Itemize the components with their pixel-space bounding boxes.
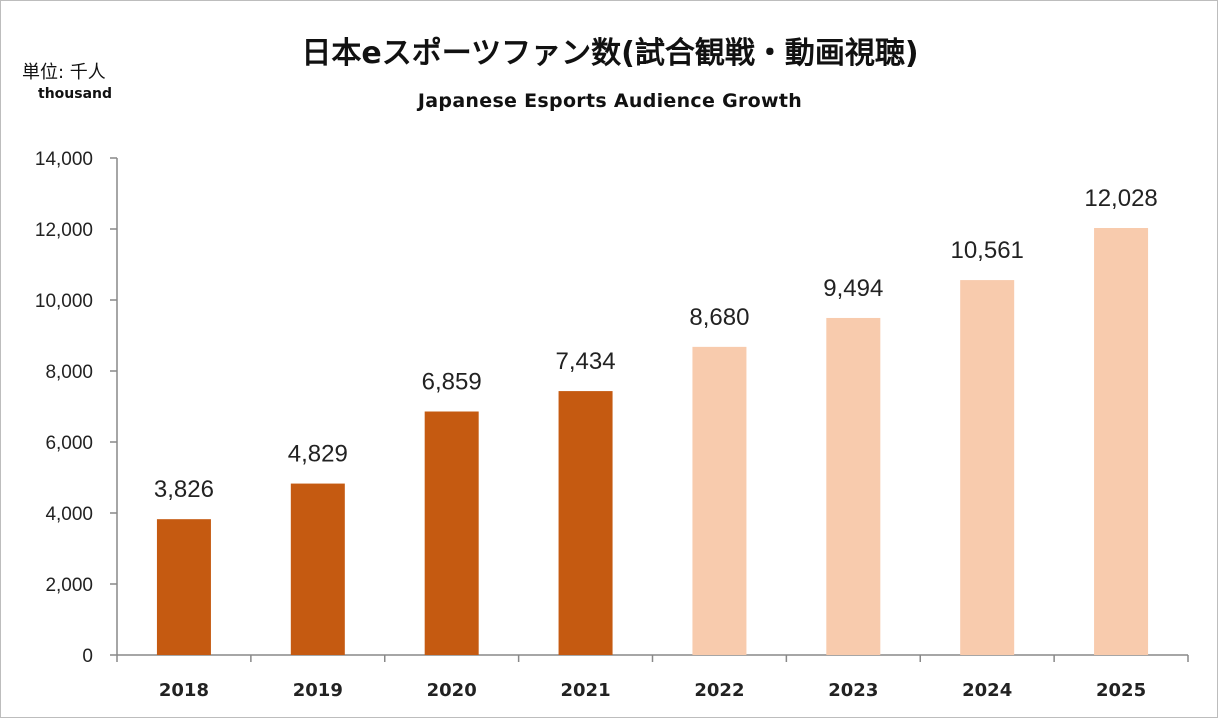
x-tick-label: 2019	[293, 680, 343, 701]
bar-2020	[424, 411, 479, 655]
x-tick-label: 2022	[694, 680, 744, 701]
y-tick-label: 14,000	[35, 149, 93, 170]
data-label-2022: 8,680	[689, 304, 749, 331]
chart-title: 日本eスポーツファン数(試合観戦・動画視聴)	[301, 36, 919, 71]
y-tick-label: 8,000	[45, 362, 93, 383]
bar-2024	[960, 280, 1015, 655]
data-label-2023: 9,494	[823, 275, 883, 302]
x-tick-label: 2020	[427, 680, 477, 701]
bar-2021	[558, 391, 613, 655]
bar-2019	[290, 483, 345, 655]
data-label-2018: 3,826	[154, 476, 214, 503]
bar-2023	[826, 317, 881, 655]
x-tick-label: 2024	[962, 680, 1012, 701]
data-label-2024: 10,561	[950, 237, 1023, 264]
chart-data-labels: 3,826 4,829 6,859 7,434 8,680 9,494 10,561 12,0…	[154, 185, 1158, 503]
y-tick-label: 2,000	[45, 575, 93, 596]
data-label-2020: 6,859	[422, 369, 482, 396]
x-tick-label: 2025	[1096, 680, 1146, 701]
y-tick-label: 0	[82, 646, 93, 667]
y-tick-label: 4,000	[45, 504, 93, 525]
data-label-2019: 4,829	[288, 441, 348, 468]
data-label-2025: 12,028	[1084, 185, 1157, 212]
bar-2018	[156, 519, 211, 655]
bar-2025	[1094, 228, 1149, 656]
x-tick-label: 2021	[561, 680, 611, 701]
unit-label-english: thousand	[38, 86, 113, 102]
data-label-2021: 7,434	[556, 348, 616, 375]
bar-2022	[692, 346, 747, 655]
chart-subtitle: Japanese Esports Audience Growth	[417, 90, 803, 112]
y-tick-label: 10,000	[35, 291, 93, 312]
y-tick-label: 6,000	[45, 433, 93, 454]
x-tick-label: 2023	[828, 680, 878, 701]
unit-label: 単位: 千人	[22, 62, 106, 83]
chart-bars	[156, 228, 1149, 656]
x-tick-label: 2018	[159, 680, 209, 701]
y-tick-label: 12,000	[35, 220, 93, 241]
